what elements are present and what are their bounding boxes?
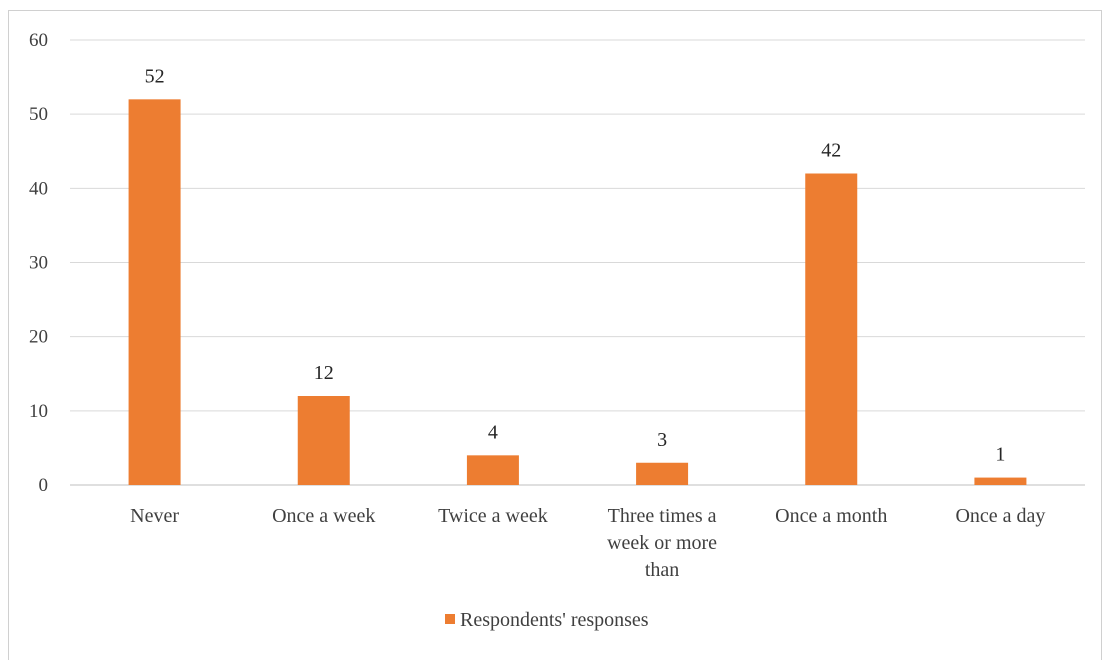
data-label: 3 (657, 429, 667, 451)
bars (128, 99, 1027, 485)
bar (636, 462, 689, 485)
y-tick-label: 60 (29, 30, 48, 51)
data-labels: 52 12 4 3 42 1 (145, 65, 1006, 465)
data-label: 1 (995, 444, 1005, 466)
x-tick-label: Once a month (775, 505, 887, 527)
data-label: 52 (145, 65, 165, 87)
x-tick-label: Twice a week (438, 505, 548, 527)
bar (805, 173, 858, 485)
x-tick-label: Never (130, 505, 179, 527)
y-tick-label: 30 (29, 253, 48, 274)
x-tick-label: Three times a week or more than (607, 505, 717, 581)
x-tick-label: Once a week (272, 505, 375, 527)
data-label: 4 (488, 421, 498, 443)
data-label: 42 (821, 140, 841, 162)
y-tick-label: 10 (29, 401, 48, 422)
legend-label: Respondents' responses (460, 609, 649, 631)
bar (466, 455, 519, 485)
y-tick-label: 40 (29, 178, 48, 199)
legend: Respondents' responses (445, 609, 649, 631)
x-tick-label: Once a day (955, 505, 1045, 527)
y-tick-label: 50 (29, 104, 48, 125)
y-axis-ticks: 0 10 20 30 40 50 60 (29, 30, 48, 496)
x-axis-categories: Never Once a week Twice a week Three times … (130, 505, 1045, 581)
y-tick-label: 20 (29, 327, 48, 348)
legend-swatch (445, 614, 455, 624)
bar (974, 477, 1027, 485)
chart-frame (8, 10, 1102, 660)
data-label: 12 (314, 362, 334, 384)
y-tick-label: 0 (39, 475, 49, 496)
bar (128, 99, 181, 485)
gridlines (70, 39, 1085, 486)
bar (297, 396, 350, 485)
